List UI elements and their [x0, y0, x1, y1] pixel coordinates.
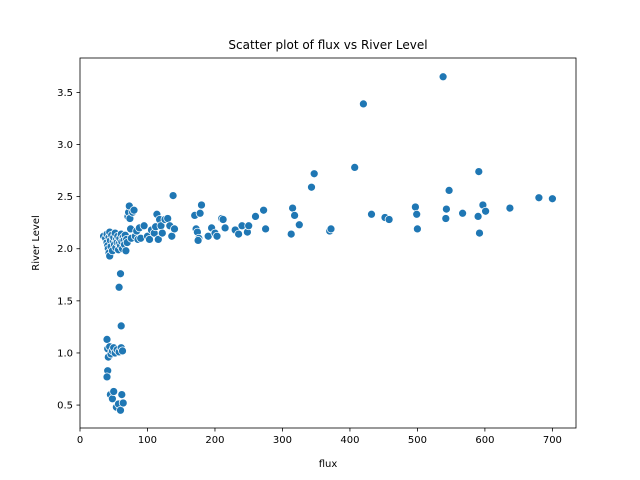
scatter-point: [288, 203, 297, 213]
scatter-point: [109, 387, 119, 396]
scatter-point: [442, 204, 451, 214]
scatter-point: [438, 72, 448, 82]
scatter-point: [118, 398, 128, 408]
scatter-point: [102, 372, 112, 382]
plot-frame: [79, 57, 577, 429]
x-tick-label: 700: [543, 435, 562, 446]
y-tick-label: 1.0: [57, 348, 73, 359]
scatter-point: [167, 231, 177, 241]
scatter-point: [350, 163, 360, 172]
scatter-point: [218, 215, 228, 224]
scatter-point: [413, 224, 422, 234]
scatter-point: [251, 212, 260, 221]
scatter-point: [505, 203, 515, 213]
scatter-point: [168, 191, 178, 200]
scatter-point: [412, 209, 422, 219]
scatter-point: [116, 269, 125, 279]
y-tick-label: 3.5: [57, 88, 73, 99]
scatter-point: [118, 346, 127, 356]
scatter-point: [367, 209, 376, 219]
scatter-point: [220, 223, 230, 233]
data-points: [99, 72, 557, 415]
scatter-point: [473, 212, 483, 221]
scatter-point: [195, 208, 205, 218]
scatter-point: [309, 169, 319, 179]
x-tick-label: 500: [408, 435, 427, 446]
y-tick-label: 3.0: [57, 140, 73, 151]
scatter-point: [153, 235, 163, 244]
y-tick-label: 0.5: [57, 401, 73, 412]
scatter-point: [441, 214, 451, 223]
scatter-point: [197, 200, 206, 210]
scatter-point: [481, 206, 490, 216]
y-tick-label: 1.5: [57, 296, 73, 307]
x-tick-label: 100: [138, 435, 157, 446]
plot-area: [80, 58, 576, 428]
scatter-point: [170, 224, 179, 234]
scatter-point: [286, 229, 296, 239]
scatter-point: [212, 231, 222, 241]
y-axis-label: River Level: [31, 215, 42, 270]
scatter-point: [145, 235, 154, 244]
x-tick-label: 0: [77, 435, 83, 446]
scatter-point: [548, 194, 557, 204]
chart-title: Scatter plot of flux vs River Level: [228, 38, 427, 52]
scatter-point: [326, 224, 336, 234]
scatter-point: [121, 246, 131, 256]
scatter-point: [102, 335, 112, 344]
y-tick-label: 2.5: [57, 192, 73, 203]
scatter-point: [307, 182, 316, 192]
y-axis-ticks: 0.5 1.0 1.5 2.0 2.5 3.0 3.5: [57, 88, 80, 412]
scatter-point: [359, 99, 368, 109]
scatter-point: [534, 193, 544, 203]
scatter-point: [444, 186, 454, 195]
scatter-point: [290, 211, 299, 220]
scatter-point: [114, 282, 124, 292]
x-axis-label: flux: [319, 459, 338, 470]
scatter-point: [163, 214, 173, 223]
scatter-point: [244, 221, 254, 231]
scatter-point: [384, 215, 394, 224]
scatter-point: [117, 390, 127, 399]
scatter-point: [116, 405, 125, 415]
scatter-point: [139, 221, 149, 231]
scatter-point: [475, 228, 484, 238]
scatter-point: [157, 228, 167, 238]
scatter-point: [458, 208, 467, 218]
scatter-point: [193, 236, 203, 245]
scatter-point: [129, 205, 139, 215]
x-tick-label: 600: [475, 435, 494, 446]
scatter-point: [474, 167, 484, 176]
scatter-point: [294, 220, 304, 230]
scatter-point: [259, 205, 268, 215]
x-tick-label: 200: [205, 435, 224, 446]
y-tick-label: 2.0: [57, 244, 73, 255]
scatter-point: [411, 202, 420, 212]
x-tick-label: 400: [340, 435, 359, 446]
scatter-point: [261, 224, 270, 234]
scatter-point: [116, 321, 126, 331]
x-tick-label: 300: [273, 435, 292, 446]
scatter-point: [234, 229, 243, 239]
x-axis-ticks: 0 100 200 300 400 500 600 700: [77, 428, 562, 446]
